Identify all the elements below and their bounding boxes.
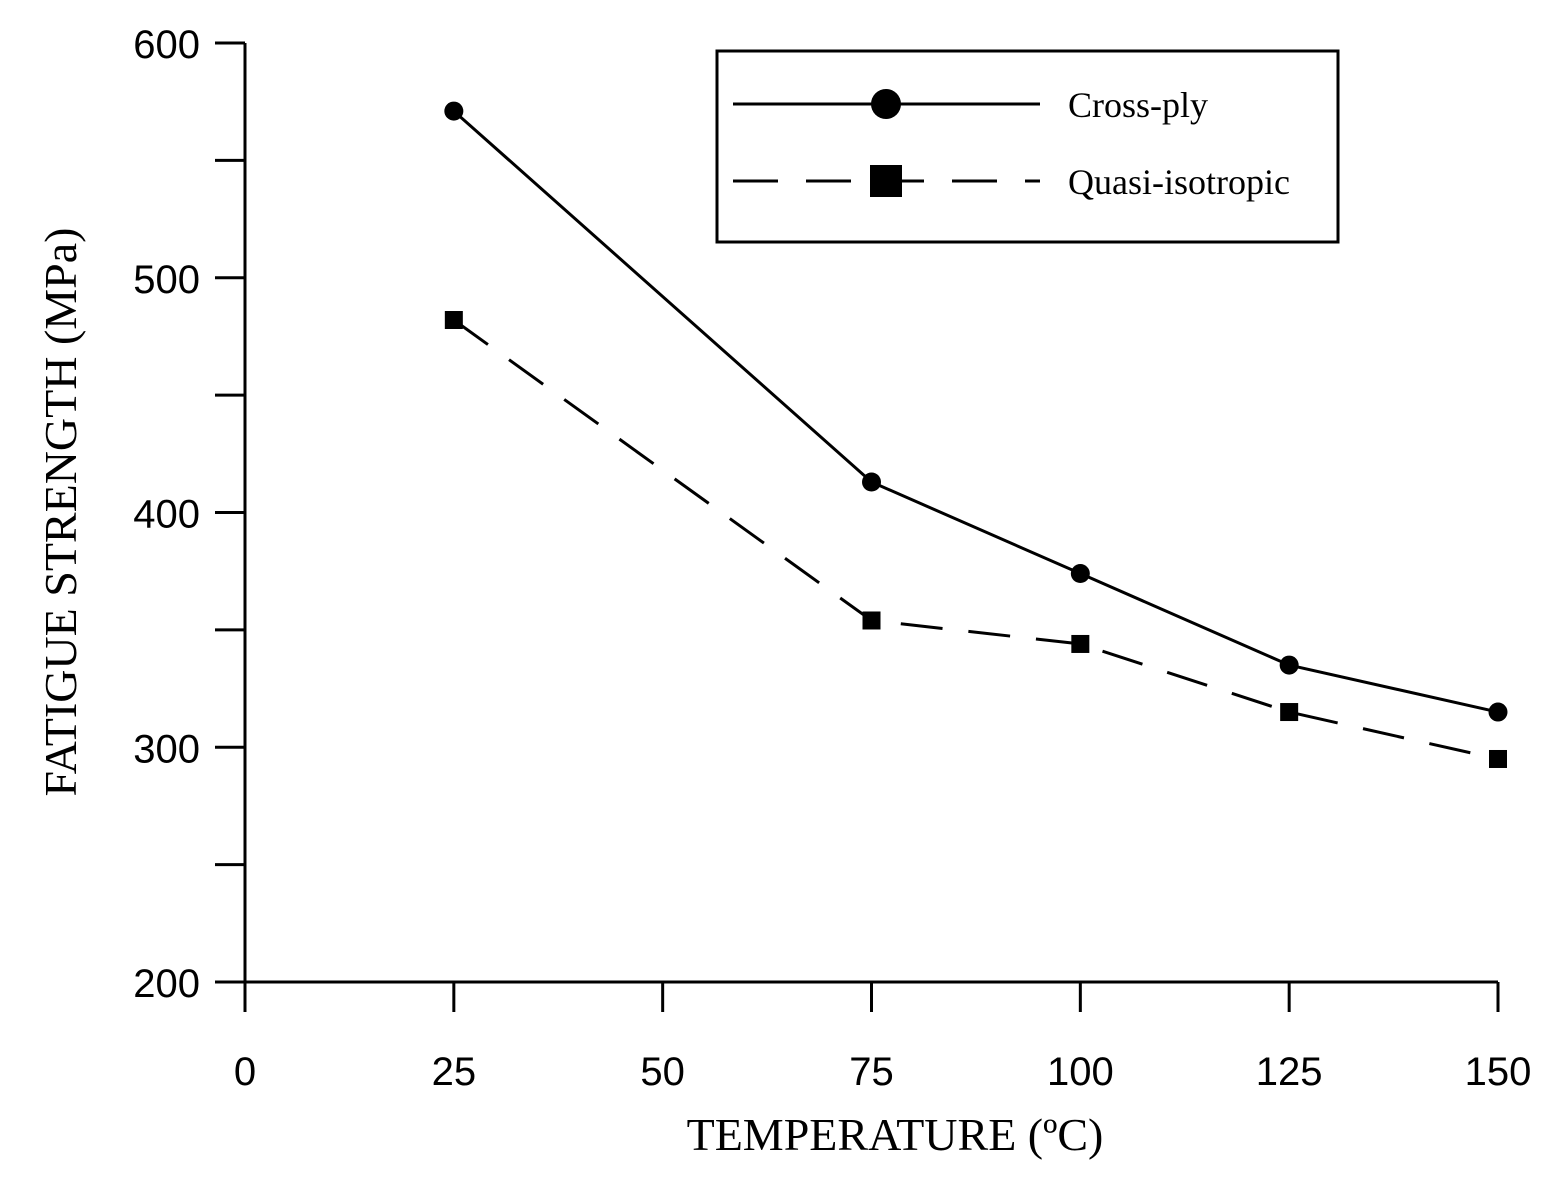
data-point-quasi-isotropic <box>1489 749 1507 768</box>
legend-cross-ply-label: Cross-ply <box>1068 85 1208 125</box>
x-tick-label: 0 <box>234 1050 256 1094</box>
y-tick-label: 600 <box>133 23 200 67</box>
legend-cross-ply-marker <box>871 89 901 119</box>
series-line-quasi-isotropic <box>452 318 1499 761</box>
tick-marks: 0 25 50 75 100 125 150 200 300 400 500 600 <box>133 23 1531 1094</box>
data-point-quasi-isotropic <box>444 311 463 330</box>
legend-quasi-isotropic-marker <box>870 165 902 197</box>
y-axis-title: FATIGUE STRENGTH (MPa) <box>35 227 86 796</box>
x-axis-title: TEMPERATURE (ºC) <box>687 1109 1104 1160</box>
y-tick-label: 500 <box>133 258 200 302</box>
y-tick-label: 400 <box>133 493 200 537</box>
x-tick-label: 100 <box>1047 1050 1114 1094</box>
data-point-cross-ply <box>1070 564 1090 584</box>
data-point-quasi-isotropic <box>1071 634 1090 653</box>
legend: Cross-ply Quasi-isotropic <box>715 49 1340 244</box>
data-point-cross-ply <box>1488 702 1508 722</box>
x-tick-label: 150 <box>1465 1050 1532 1094</box>
data-point-cross-ply <box>862 472 881 492</box>
data-point-quasi-isotropic <box>862 611 881 630</box>
y-tick-label: 200 <box>133 962 200 1006</box>
data-series <box>444 101 1508 768</box>
x-tick-label: 50 <box>640 1050 685 1094</box>
x-tick-label: 25 <box>432 1050 477 1094</box>
legend-quasi-isotropic-label: Quasi-isotropic <box>1068 162 1290 202</box>
data-point-cross-ply <box>1279 655 1299 675</box>
data-point-cross-ply <box>444 101 464 121</box>
legend-box <box>715 49 1340 244</box>
data-point-quasi-isotropic <box>1280 703 1299 722</box>
x-tick-label: 125 <box>1256 1050 1323 1094</box>
y-tick-label: 300 <box>133 727 200 771</box>
x-tick-label: 75 <box>849 1050 894 1094</box>
